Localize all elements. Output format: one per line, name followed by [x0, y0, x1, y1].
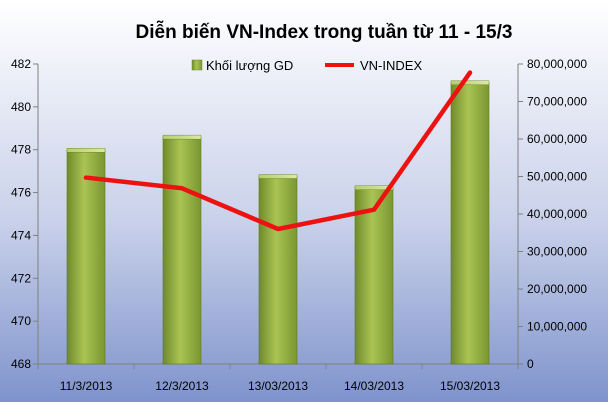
y-left-tick-label: 472 — [11, 271, 31, 285]
y-right-tick-label: 40,000,000 — [527, 207, 587, 221]
x-tick-label: 13/03/2013 — [248, 379, 308, 393]
legend-label-vn-index: VN-INDEX — [360, 58, 422, 73]
y-right-tick-label: 20,000,000 — [527, 282, 587, 296]
chart-title: Diễn biến VN-Index trong tuần từ 11 - 15… — [136, 21, 513, 43]
y-right-tick-label: 30,000,000 — [527, 245, 587, 259]
bar-top-cap — [258, 174, 298, 179]
x-tick-label: 12/3/2013 — [155, 379, 209, 393]
y-right-tick-label: 50,000,000 — [527, 170, 587, 184]
plot-area: 468 470 472 474 476 478 480 482 0 10,000,000 20,00… — [11, 57, 587, 393]
bar-top-cap — [66, 148, 106, 153]
x-tick-label: 14/03/2013 — [344, 379, 404, 393]
bar-top-cap — [162, 134, 202, 140]
y-left-tick-label: 474 — [11, 228, 31, 242]
point-vn-index — [372, 208, 376, 212]
x-tick-label: 11/3/2013 — [60, 379, 113, 393]
bar-top-cap — [354, 185, 394, 190]
x-tick-label: 15/03/2013 — [440, 379, 500, 393]
legend: Khối lượng GD VN-INDEX — [191, 58, 422, 73]
point-vn-index — [180, 186, 184, 190]
bar-khoi-luong-gd — [66, 149, 106, 365]
point-vn-index — [276, 227, 280, 231]
y-right-tick-label: 80,000,000 — [527, 57, 587, 71]
y-left-tick-label: 482 — [11, 57, 31, 71]
bar-khoi-luong-gd — [258, 176, 298, 365]
y-right-tick-label: 0 — [527, 357, 534, 371]
legend-swatch-khoi-luong-gd — [191, 59, 203, 71]
point-vn-index — [84, 176, 88, 180]
y-left-tick-label: 478 — [11, 143, 31, 157]
bar-khoi-luong-gd — [354, 187, 394, 365]
y-left-tick-label: 468 — [11, 357, 31, 371]
bar-khoi-luong-gd — [450, 82, 490, 365]
y-right-tick-label: 60,000,000 — [527, 132, 587, 146]
point-vn-index — [468, 71, 472, 75]
y-right-tick-label: 10,000,000 — [527, 320, 587, 334]
y-left-tick-label: 476 — [11, 186, 31, 200]
bar-top-cap — [450, 80, 490, 85]
y-left-tick-label: 480 — [11, 100, 31, 114]
y-right-tick-label: 70,000,000 — [527, 95, 587, 109]
bar-khoi-luong-gd — [162, 136, 202, 365]
legend-label-khoi-luong-gd: Khối lượng GD — [206, 58, 293, 73]
y-left-tick-label: 470 — [11, 314, 31, 328]
